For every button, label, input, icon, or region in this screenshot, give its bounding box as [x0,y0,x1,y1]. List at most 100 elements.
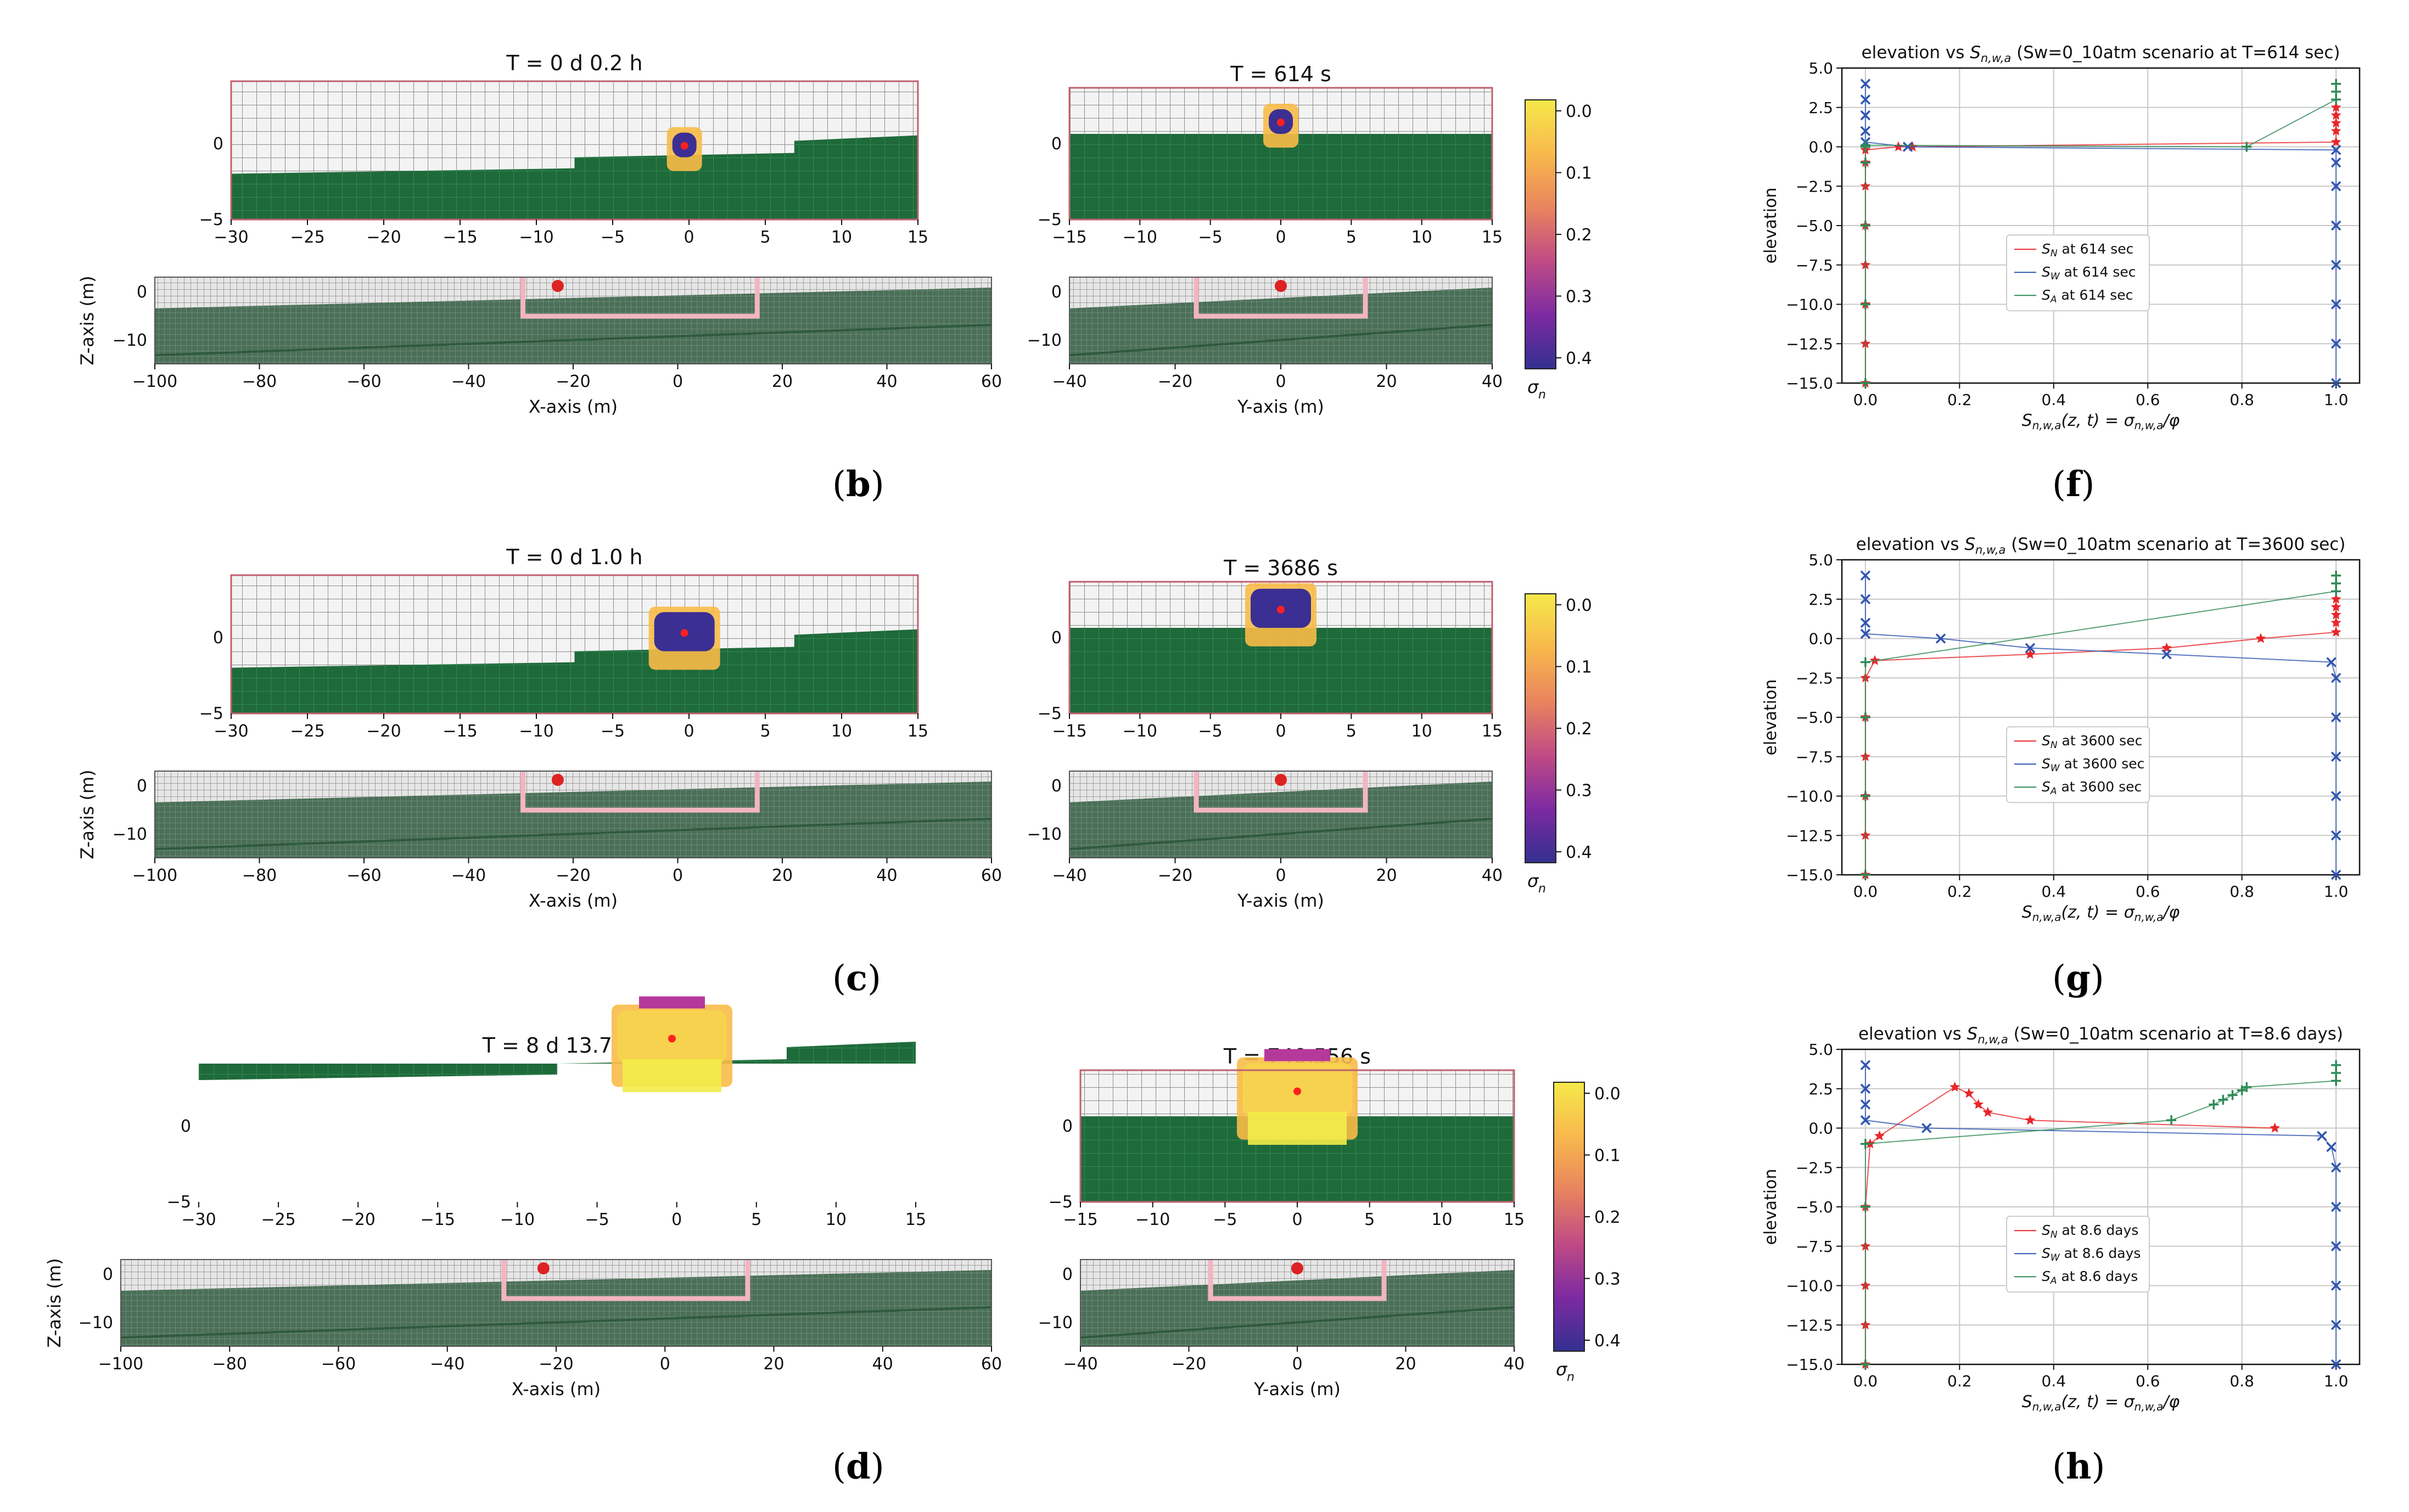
data-point [2209,1099,2219,1110]
data-point [1860,110,1871,121]
top-x-tick-label: 10 [831,228,852,247]
bottom-x-tick-label: 60 [981,1354,1002,1374]
x-tick-label: 0.8 [2229,391,2254,409]
colorbar-tick-label: 0.3 [1594,1270,1621,1289]
top-y-tick-label: −5 [1198,228,1223,247]
top-x-tick-label: −20 [366,228,401,247]
top-yz-tick-label: 0 [1051,134,1062,154]
data-point [1860,628,1871,639]
bottom-x-tick-label: 40 [876,372,897,391]
series-line [1864,1065,2337,1364]
x-axis-label-part: n,w,a [2135,1400,2164,1413]
x-axis-label-part: n,w,a [2032,1400,2061,1413]
data-point [2326,1142,2337,1153]
bottom-yz-tick-label: −10 [1027,825,1062,844]
y-tick-label: −15.0 [1786,866,1833,884]
top-z-tick-label: 0 [181,1117,191,1136]
x-tick-label: 0.0 [1853,883,1878,901]
data-point [1860,140,1870,150]
bottom-y-tick-label: 40 [1504,1354,1525,1374]
xz-source-marker [668,1035,676,1043]
legend-symbol: S [2042,779,2051,795]
simulation-panels: T = 0 d 0.2 h−30 −25 −20 −15 −10 −5 0 5 10 150−5T… [44,51,1621,1399]
bottom-y-tick-label: 20 [1395,1354,1416,1374]
top-x-tick-label: 0 [684,722,694,741]
data-point [1860,1083,1871,1094]
top-y-tick-label: 0 [1275,722,1286,741]
x-tick-label: 0.8 [2229,1372,2254,1390]
data-point [1935,633,1946,644]
data-point [2025,1115,2036,1125]
y-tick-label: 2.5 [1808,591,1833,609]
top-y-tick-label: 10 [1431,1210,1452,1229]
bottom-y-tick-label: −20 [1158,866,1192,885]
legend-sub: W [2051,763,2060,774]
saturation-profile-charts: elevation vs Sn,w,a (Sw=0_10atm scenario… [1761,43,2361,1413]
xz-panel-title: T = 8 d 13.7 h [482,1033,632,1058]
data-point [2255,633,2266,643]
bottom-y-tick-label: 0 [1275,866,1286,885]
series-x [1860,1060,2341,1370]
bottom-x-tick-label: −60 [346,372,381,391]
top-x-tick-label: 15 [907,722,928,741]
caption-h: (h) [2052,1446,2105,1487]
legend-rest: at 8.6 days [2058,1222,2139,1238]
xz-plume-spread [622,1059,721,1092]
yz-source-marker [1293,1087,1301,1095]
bottom-y-tick-label: −40 [1063,1354,1097,1374]
y-axis-label: Y-axis (m) [1253,1379,1341,1399]
yz-ground [1069,628,1492,713]
xz-ground [231,135,918,220]
data-point [2242,1082,2252,1092]
data-point [1860,126,1871,137]
data-point [1869,655,1880,665]
x-tick-label: 0.4 [2042,1372,2066,1390]
x-axis-label-part: S [2022,411,2032,430]
y-axis-label: elevation [1761,188,1780,264]
data-point [2025,649,2036,659]
data-point [2161,642,2172,653]
bottom-x-tick-label: 60 [981,372,1002,391]
x-axis-label-part: S [2022,1392,2032,1412]
bottom-x-tick-label: −80 [242,866,277,885]
top-x-tick-label: 15 [905,1210,926,1229]
top-x-tick-label: 5 [751,1210,761,1229]
data-point [2330,260,2341,270]
top-y-tick-label: −5 [1213,1210,1237,1229]
x-tick-label: 0.8 [2229,883,2254,901]
bottom-x-tick-label: 20 [763,1354,784,1374]
data-point [1860,1060,1871,1070]
top-x-tick-label: −30 [214,228,248,247]
y-tick-label: −7.5 [1796,1238,1833,1256]
legend-entry: SW at 8.6 days [2042,1245,2141,1263]
data-point [1860,657,1870,667]
series-+ [1860,1060,2341,1369]
legend-sub: W [2051,1252,2060,1263]
data-point [1949,1081,1960,1092]
y-tick-label: −10.0 [1786,296,1833,314]
top-z-tick-label: −5 [167,1193,191,1212]
data-point [2330,602,2341,612]
colorbar-tick-label: 0.1 [1594,1146,1621,1166]
xz-plume-cap [638,996,705,1009]
data-point [2330,1241,2341,1251]
chart-title-sub: n,w,a [1981,52,2011,65]
colorbar-tick-label: 0.2 [1566,720,1592,739]
sim-row-d: T = 8 d 13.7 h −30 −25 −20 −15 −10 −5 0 5 10 15 0 −5… [44,996,1621,1399]
legend-entry: SN at 3600 sec [2042,733,2142,751]
bottom-x-tick-label: −20 [556,866,590,885]
data-point [1860,221,1870,231]
bottom-x-tick-label: 0 [660,1354,670,1374]
x-axis-label-part: (z, t) = σ [2061,411,2135,430]
caption-c: (c) [832,958,881,999]
y-axis-label: elevation [1761,679,1780,756]
x-axis-label-part: n,w,a [2135,910,2164,924]
yz-bottom-ground [1069,781,1492,858]
legend-sub: W [2051,271,2060,282]
bottom-y-tick-label: −20 [1172,1354,1206,1374]
y-tick-label: −12.5 [1786,827,1833,845]
bottom-x-tick-label: −40 [430,1354,464,1374]
x-axis-label-part: n,w,a [2032,910,2061,924]
top-x-tick-label: 5 [760,228,770,247]
top-x-tick-label: −20 [341,1210,376,1229]
